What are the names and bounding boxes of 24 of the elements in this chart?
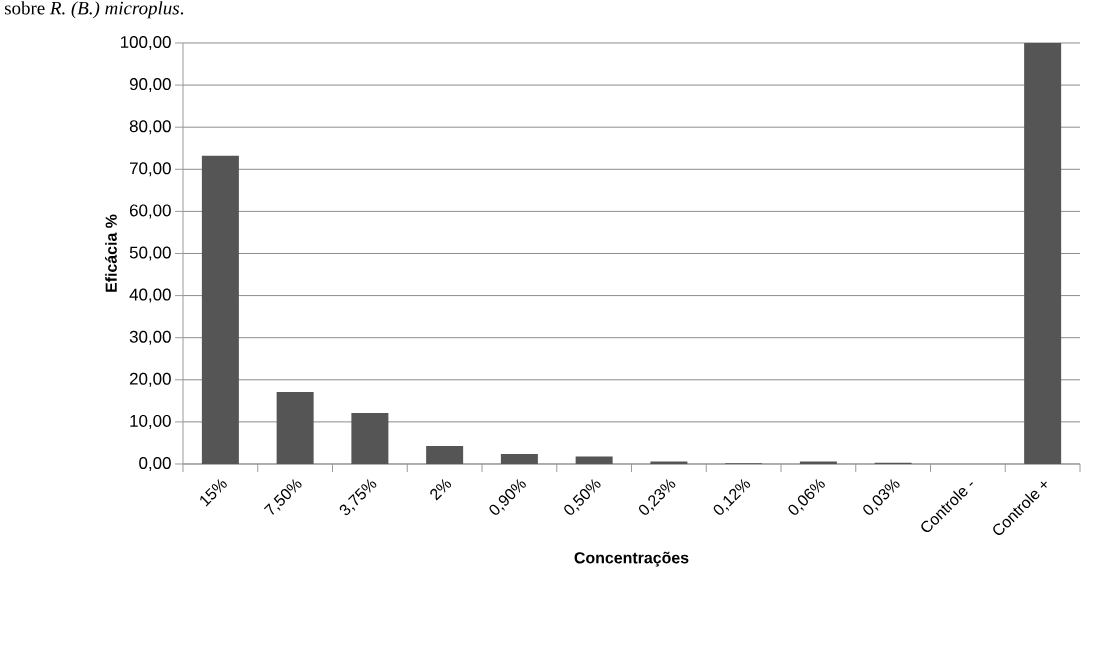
bar: [426, 445, 464, 464]
x-axis-title: Concentrações: [574, 551, 689, 567]
bar: [351, 413, 389, 464]
bar: [799, 461, 837, 464]
y-tick-label: 60,00: [129, 204, 171, 219]
bar: [500, 453, 538, 464]
y-tick-label: 50,00: [129, 246, 171, 261]
y-axis-title: Eficácia %: [105, 214, 117, 292]
y-tick-label: 30,00: [129, 330, 171, 345]
bar: [276, 391, 314, 464]
bar: [201, 155, 239, 464]
y-tick-label: 70,00: [129, 162, 171, 177]
x-tick-label: 2%: [430, 479, 452, 501]
bar: [1024, 42, 1062, 464]
y-tick-label: 40,00: [129, 288, 171, 303]
y-tick-label: 100,00: [120, 35, 171, 50]
y-tick-label: 90,00: [129, 78, 171, 93]
y-tick-label: 0,00: [139, 456, 171, 471]
bar: [575, 456, 613, 464]
y-tick-label: 80,00: [129, 120, 171, 135]
y-tick-label: 20,00: [129, 372, 171, 387]
text: sobre R. (B.) microplus.: [4, 1, 184, 19]
bar: [650, 461, 688, 464]
y-tick-label: 10,00: [130, 414, 171, 429]
